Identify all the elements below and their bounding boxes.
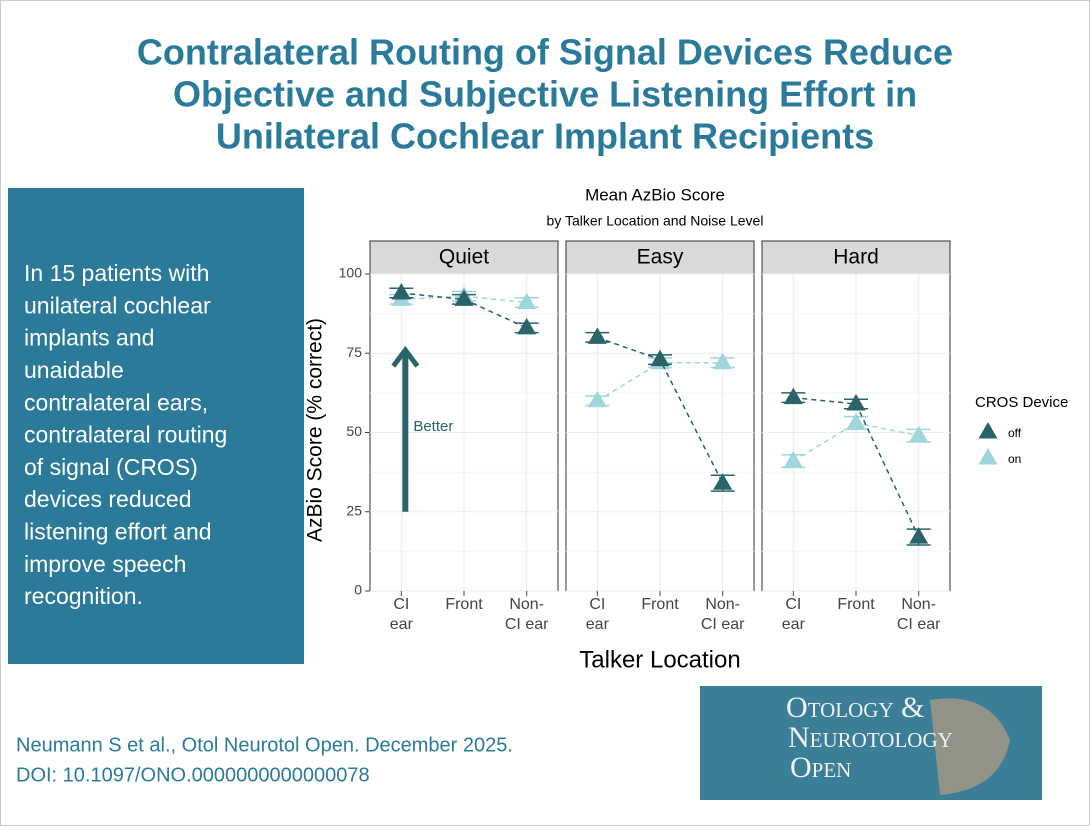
strip	[761, 240, 951, 275]
series-line	[401, 292, 527, 329]
chart-title: Mean AzBio Score	[585, 185, 725, 204]
chart-subtitle: by Talker Location and Noise Level	[547, 213, 764, 229]
x-tick-label: ear	[390, 616, 414, 633]
series-line	[401, 295, 527, 304]
title: Unilateral Cochlear Implant Recipients	[216, 116, 874, 157]
y-axis-label: AzBio Score (% correct)	[304, 318, 327, 542]
point	[783, 451, 803, 468]
y-tick-label: 25	[346, 502, 362, 518]
point	[587, 390, 607, 408]
logo-art	[930, 698, 1010, 795]
point	[454, 289, 474, 306]
strip	[369, 240, 559, 275]
strip-label: Quiet	[439, 246, 489, 269]
summary-text: unilateral cochlear	[24, 292, 211, 318]
summary-text: contralateral ears,	[24, 389, 208, 415]
point	[713, 352, 733, 370]
x-tick-label: Non-	[705, 596, 740, 613]
annotation-text: Better	[413, 418, 453, 435]
x-tick-label: Front	[445, 596, 483, 613]
legend-marker	[978, 422, 998, 439]
summary-text: recognition.	[24, 583, 143, 609]
title: Objective and Subjective Listening Effor…	[173, 74, 917, 115]
x-tick-label: Non-	[509, 596, 544, 613]
summary-text: implants and	[24, 325, 154, 351]
y-tick-label: 75	[346, 344, 362, 360]
point	[517, 292, 537, 310]
x-tick-label: CI ear	[897, 616, 941, 633]
summary-text: contralateral routing	[24, 422, 227, 448]
series-line	[793, 396, 920, 538]
x-tick-label: Front	[641, 596, 679, 613]
y-tick-label: 100	[339, 265, 363, 281]
y-tick-label: 0	[354, 582, 362, 598]
point	[650, 349, 670, 367]
strip-label: Hard	[833, 246, 879, 269]
strip-label: Easy	[637, 246, 684, 269]
summary-text: listening effort and	[24, 518, 212, 544]
title: Contralateral Routing of Signal Devices …	[137, 32, 953, 73]
strip	[565, 240, 755, 275]
y-tick-label: 50	[346, 423, 362, 439]
x-tick-label: ear	[782, 616, 806, 633]
summary-text: In 15 patients with	[24, 260, 209, 286]
legend-marker	[978, 448, 998, 465]
citation: Neumann S et al., Otol Neurotol Open. De…	[16, 734, 513, 756]
x-tick-label: CI	[393, 596, 409, 613]
point	[909, 527, 929, 544]
x-tick-label: CI ear	[701, 616, 745, 633]
point	[846, 393, 866, 411]
logo-text: Otology &	[786, 691, 924, 724]
summary-text: of signal (CROS)	[24, 454, 198, 480]
x-tick-label: Front	[837, 596, 875, 613]
x-tick-label: Non-	[901, 596, 936, 613]
x-tick-label: CI	[785, 596, 801, 613]
summary-box	[8, 188, 304, 664]
legend-title: CROS Device	[975, 394, 1068, 411]
x-tick-label: CI ear	[505, 616, 549, 633]
summary-text: devices reduced	[24, 486, 192, 512]
point	[391, 283, 411, 300]
point	[517, 317, 537, 335]
x-tick-label: ear	[586, 616, 610, 633]
point	[783, 387, 803, 405]
point	[846, 412, 866, 430]
summary-text: improve speech	[24, 551, 186, 577]
point	[713, 473, 733, 490]
x-axis-label: Talker Location	[579, 646, 740, 673]
point	[909, 425, 929, 443]
citation: DOI: 10.1097/ONO.0000000000000078	[16, 764, 370, 786]
legend-label: on	[1008, 452, 1021, 466]
annotation-arrowhead	[391, 345, 420, 368]
summary-text: unaidable	[24, 357, 124, 383]
point	[587, 327, 607, 344]
x-tick-label: CI	[589, 596, 605, 613]
logo-text: Open	[790, 751, 851, 784]
logo-text: Neurotology	[788, 721, 953, 754]
legend-label: off	[1008, 426, 1022, 440]
